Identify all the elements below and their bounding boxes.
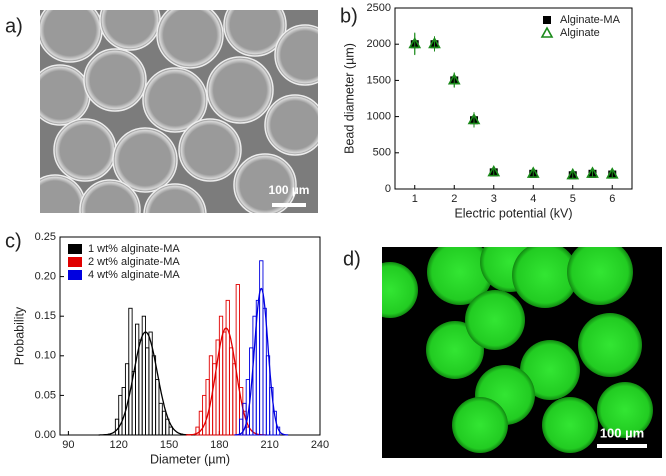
legend-label: Alginate-MA [560, 14, 621, 26]
x-tick-label: 1 [412, 193, 418, 205]
point [428, 36, 441, 49]
legend-label: 4 wt% alginate-MA [88, 269, 180, 281]
panel-label: a) [5, 15, 23, 37]
y-tick-label: 0.25 [35, 231, 56, 243]
legend-swatch [68, 257, 82, 267]
bar [138, 339, 143, 436]
bar [205, 379, 210, 436]
plot-frame [394, 7, 633, 190]
point [408, 36, 422, 49]
y-tick-label: 0.05 [35, 389, 56, 401]
bar [262, 307, 267, 436]
y-tick-label: 1000 [367, 111, 391, 123]
x-tick-label: 5 [570, 193, 576, 205]
bar [145, 347, 150, 436]
bar [161, 410, 167, 436]
x-axis-label: Electric potential (kV) [454, 206, 572, 220]
x-tick-label: 6 [609, 193, 615, 205]
x-tick-label: 2 [451, 193, 457, 205]
x-tick-label: 180 [210, 439, 228, 451]
fluorescence-image [382, 247, 662, 458]
y-axis-label: Bead diameter (µm) [342, 43, 356, 154]
y-tick-label: 2500 [367, 2, 391, 14]
y-tick-label: 0.20 [35, 271, 56, 283]
point [467, 112, 481, 125]
y-tick-label: 1500 [367, 74, 391, 86]
legend-swatch [68, 244, 82, 254]
x-axis-label: Diameter (µm) [150, 452, 230, 466]
legend-marker [543, 16, 551, 24]
bar [232, 363, 237, 436]
bar [228, 347, 234, 436]
bar [155, 379, 160, 436]
y-axis-label: Probability [12, 306, 26, 365]
y-tick-label: 0.15 [35, 310, 56, 322]
x-tick-label: 90 [62, 439, 74, 451]
fit-curve [98, 331, 193, 436]
legend-label: Alginate [560, 27, 600, 39]
legend-label: 2 wt% alginate-MA [88, 256, 180, 268]
bar [135, 323, 140, 436]
bar [225, 299, 230, 436]
bar [235, 284, 240, 436]
y-tick-label: 0 [385, 183, 391, 195]
panel-label: d) [343, 248, 361, 270]
legend-swatch [68, 270, 82, 280]
panel-label: c) [5, 230, 22, 252]
scale-label: 100 µm [600, 425, 644, 440]
bar [202, 394, 207, 436]
x-tick-label: 120 [110, 439, 128, 451]
bar [158, 402, 163, 436]
bar [222, 331, 227, 436]
x-tick-label: 4 [530, 193, 536, 205]
bar [151, 355, 157, 436]
scale-label: 100 µm [269, 183, 310, 197]
bar [128, 307, 133, 436]
panel-label: b) [340, 5, 358, 27]
point [447, 73, 461, 85]
x-tick-label: 150 [160, 439, 178, 451]
bar [168, 426, 173, 436]
y-tick-label: 2000 [367, 38, 391, 50]
point [586, 166, 599, 178]
y-tick-label: 0.10 [35, 350, 56, 362]
x-tick-label: 210 [260, 439, 278, 451]
legend-label: 1 wt% alginate-MA [88, 243, 180, 255]
point [605, 167, 619, 179]
fit-curve [234, 287, 289, 436]
bar [118, 394, 123, 436]
bar [259, 260, 264, 436]
y-tick-label: 0.00 [35, 429, 56, 441]
micrograph [40, 10, 318, 213]
x-tick-label: 3 [491, 193, 497, 205]
point [526, 166, 540, 178]
point [566, 167, 580, 180]
legend-marker [540, 26, 554, 38]
y-tick-label: 500 [373, 147, 391, 159]
x-tick-label: 240 [311, 439, 329, 451]
point [487, 164, 501, 177]
